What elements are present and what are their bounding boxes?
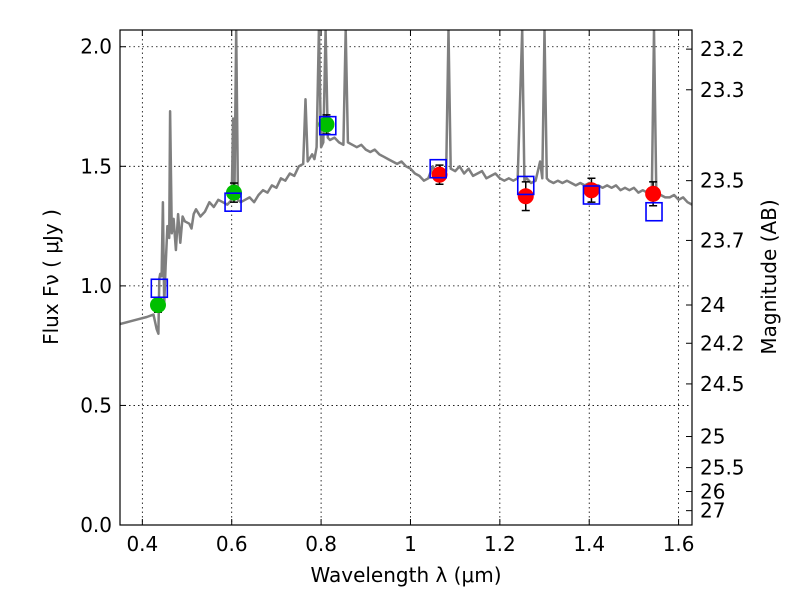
y-tick-label: 1.0 [80, 274, 112, 298]
right-axis-tick-label: 23.5 [700, 169, 745, 193]
model-box [645, 201, 663, 222]
right-axis-tick-label: 24.2 [700, 331, 745, 355]
x-tick-label: 0.6 [216, 532, 248, 556]
right-axis-tick-label: 23.7 [700, 228, 745, 252]
spectrum-layer [120, 30, 692, 335]
y-tick-label: 2.0 [80, 35, 112, 59]
model-box [150, 278, 169, 299]
y-tick-label: 0.0 [80, 513, 112, 537]
right-axis-tick-label: 27 [700, 499, 725, 523]
right-axis-label: Magnitude (AB) [757, 199, 781, 354]
observed-point [318, 116, 335, 133]
model-box [429, 158, 447, 179]
x-tick-label: 0.4 [126, 532, 158, 556]
model-box [582, 185, 601, 205]
observed-point [645, 185, 662, 202]
x-tick-label: 1.2 [484, 532, 516, 556]
observed-point [149, 297, 166, 313]
axes-layer: 0.4 0.6 0.8 1 1.2 1.4 1.6 0.0 0.5 1.0 1.5 2.0 23.2 23… [80, 30, 745, 556]
x-axis-label: Wavelength λ (μm) [310, 563, 501, 587]
model-box [224, 192, 242, 212]
observed-point [517, 188, 534, 205]
x-tick-label: 1 [404, 532, 417, 556]
observed-layer [149, 116, 662, 313]
right-axis-tick-label: 23.2 [700, 37, 745, 61]
x-tick-label: 1.6 [663, 532, 695, 556]
model-box [318, 115, 337, 136]
right-axis-tick-label: 23.3 [700, 78, 745, 102]
x-tick-label: 0.8 [305, 532, 337, 556]
spectrum-line [120, 30, 692, 335]
y-tick-label: 1.5 [80, 154, 112, 178]
right-axis-tick-label: 25.5 [700, 456, 745, 480]
observed-point [431, 166, 448, 183]
plot-frame [119, 29, 693, 526]
right-axis-tick-label: 25 [700, 425, 725, 449]
right-axis-tick-label: 24.5 [700, 372, 745, 396]
right-axis-tick-label: 24 [700, 293, 725, 317]
model-box-layer [150, 115, 663, 299]
y-axis-label: Flux Fν ( μJy ) [39, 209, 63, 345]
y-tick-label: 0.5 [80, 393, 112, 417]
right-axis-tick-label: 26 [700, 480, 725, 504]
model-box [516, 175, 535, 196]
observed-point [583, 182, 600, 199]
x-tick-label: 1.4 [573, 532, 605, 556]
